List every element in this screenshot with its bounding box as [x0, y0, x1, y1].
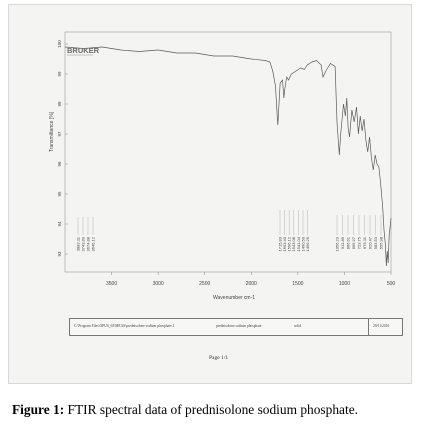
y-tick-label: 93: [57, 251, 62, 257]
caption-text: FTIR spectral data of prednisolone sodiu…: [64, 402, 358, 417]
x-tick-label: 3000: [153, 281, 164, 287]
peak-label: 866.61: [345, 236, 350, 249]
x-axis-label: Wavenumber cm-1: [213, 295, 255, 301]
peak-label: 3674.88: [85, 236, 90, 251]
sample-state: solid: [294, 324, 301, 328]
peak-label: 1056.23: [334, 236, 339, 251]
sample-info-box: C:\Program Files\OPUS_65\MEAS\prednisolo…: [69, 318, 403, 336]
y-tick-label: 95: [57, 191, 62, 197]
x-tick-label: 2000: [246, 281, 257, 287]
peak-label: 620.47: [367, 236, 372, 249]
peak-label: 583.53: [373, 236, 378, 249]
caption-label: Figure 1:: [12, 402, 65, 417]
peak-label: 1596.12: [287, 236, 292, 251]
y-tick-label: 96: [57, 161, 62, 167]
peak-label: 1715.83: [277, 236, 282, 251]
peak-label: 3645.12: [90, 236, 95, 251]
peak-label: 3882.11: [75, 236, 80, 251]
y-tick-label: 98: [57, 101, 62, 107]
y-tick-label: 97: [57, 131, 62, 137]
peak-label: 1490.50: [300, 236, 305, 251]
bruker-logo: BRUKER: [67, 46, 100, 55]
spectrum-line: [64, 46, 392, 267]
peak-label: 675.11: [362, 236, 367, 249]
peak-label: 1653.40: [282, 236, 287, 251]
y-tick-label: 99: [57, 71, 62, 77]
peak-label: 695.27: [351, 236, 356, 249]
x-tick-label: 1500: [292, 281, 303, 287]
peak-label: 911.89: [340, 236, 345, 249]
peak-label: 3743.89: [80, 236, 85, 251]
info-divider: [368, 319, 369, 335]
ftir-spectrum-chart: 93 94 95 96 97 98 99 100 3500 3000 2500 2000 1500 10…: [49, 31, 396, 301]
y-axis-label: Transmittance [%]: [49, 111, 55, 152]
x-tick-label: 1000: [339, 281, 350, 287]
file-path: C:\Program Files\OPUS_65\MEAS\prednisolo…: [74, 324, 175, 328]
x-tick-label: 2500: [199, 281, 210, 287]
peak-label: 1541.04: [296, 236, 301, 251]
peak-label: 1543.08: [291, 236, 296, 251]
plot-frame: [64, 31, 392, 273]
page-number: Page 1/1: [209, 355, 229, 361]
peak-label: 1456.29: [305, 236, 310, 251]
figure-caption: Figure 1: FTIR spectral data of predniso…: [12, 402, 358, 418]
x-tick-label: 3500: [106, 281, 117, 287]
x-tick-label: 500: [387, 281, 396, 287]
peak-label: 555.98: [378, 236, 383, 249]
y-tick-label: 100: [57, 40, 62, 48]
peak-label: 723.75: [356, 236, 361, 249]
measurement-date: 29/11/2016: [373, 324, 390, 328]
sample-name: prednisolone sodium phosphate: [216, 324, 262, 328]
y-tick-label: 94: [57, 221, 62, 227]
spectrum-scan: 93 94 95 96 97 98 99 100 3500 3000 2500 2000 1500 10…: [8, 4, 412, 384]
